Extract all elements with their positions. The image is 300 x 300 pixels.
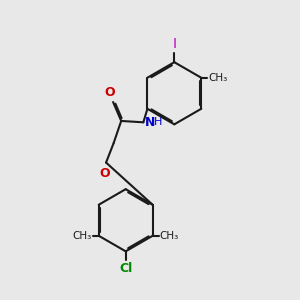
Text: I: I (172, 37, 176, 51)
Text: Cl: Cl (119, 262, 132, 275)
Text: CH₃: CH₃ (159, 231, 178, 241)
Text: N: N (145, 116, 155, 129)
Text: H: H (154, 117, 162, 127)
Text: O: O (104, 86, 115, 99)
Text: CH₃: CH₃ (73, 231, 92, 241)
Text: CH₃: CH₃ (208, 73, 227, 83)
Text: O: O (99, 167, 110, 180)
